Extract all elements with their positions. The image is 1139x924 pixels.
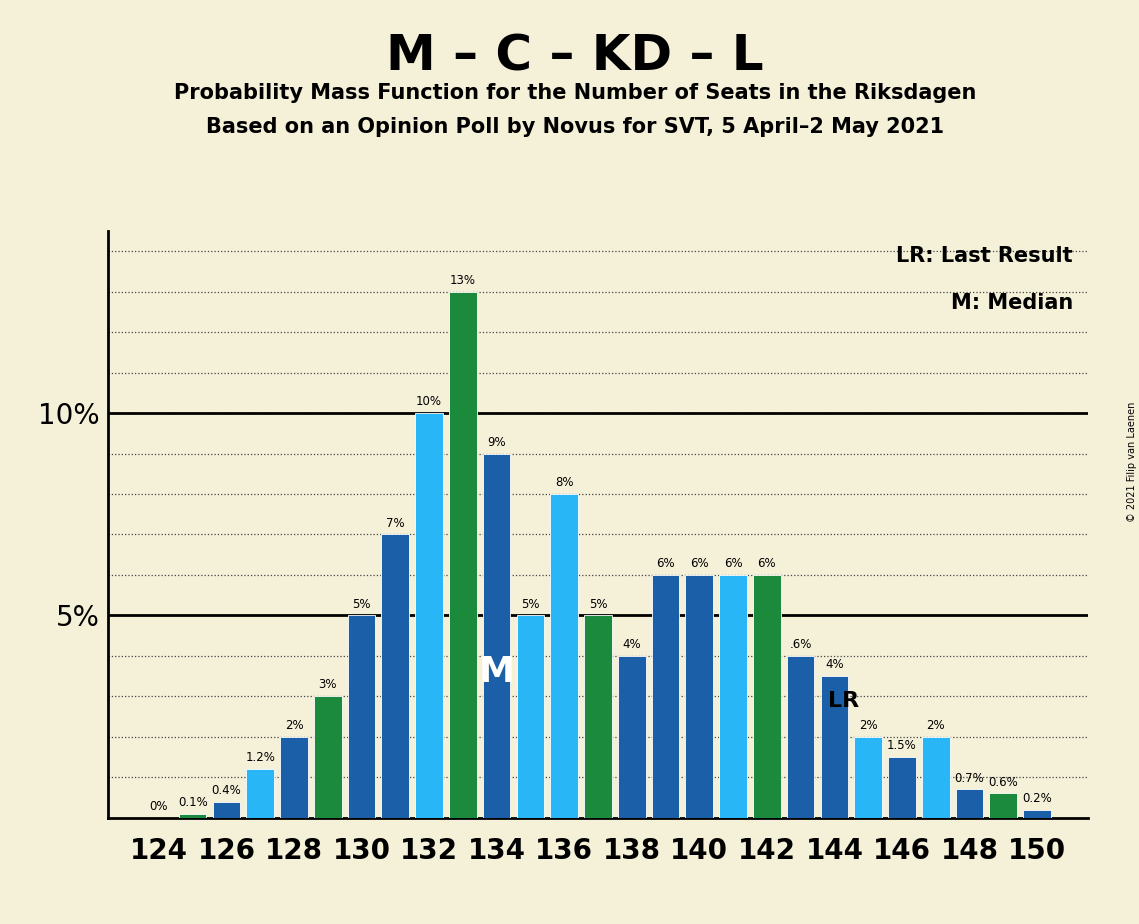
Bar — [449, 292, 477, 818]
Text: 6%: 6% — [690, 557, 708, 570]
Text: 6%: 6% — [656, 557, 674, 570]
Bar — [416, 413, 443, 818]
Bar — [787, 656, 814, 818]
Text: 2%: 2% — [926, 719, 945, 732]
Bar — [686, 575, 713, 818]
Text: 8%: 8% — [555, 476, 573, 489]
Text: 3%: 3% — [319, 678, 337, 691]
Text: 13%: 13% — [450, 274, 476, 286]
Text: .6%: .6% — [789, 638, 812, 651]
Text: M: M — [478, 655, 515, 689]
Bar — [990, 794, 1017, 818]
Bar — [246, 769, 274, 818]
Bar — [314, 697, 342, 818]
Bar — [280, 736, 308, 818]
Bar — [652, 575, 679, 818]
Text: 5%: 5% — [589, 598, 607, 611]
Text: 4%: 4% — [622, 638, 641, 651]
Bar — [719, 575, 747, 818]
Text: Probability Mass Function for the Number of Seats in the Riksdagen: Probability Mass Function for the Number… — [174, 83, 976, 103]
Text: M: Median: M: Median — [951, 293, 1073, 312]
Text: 0.1%: 0.1% — [178, 796, 207, 808]
Bar — [584, 615, 612, 818]
Text: 2%: 2% — [285, 719, 303, 732]
Bar — [179, 814, 206, 818]
Bar — [1023, 809, 1051, 818]
Bar — [382, 534, 409, 818]
Text: 6%: 6% — [757, 557, 776, 570]
Text: 9%: 9% — [487, 436, 506, 449]
Text: 1.5%: 1.5% — [887, 739, 917, 752]
Bar — [888, 757, 916, 818]
Text: LR: LR — [828, 691, 859, 711]
Text: 0.4%: 0.4% — [212, 784, 241, 796]
Text: 5%: 5% — [522, 598, 540, 611]
Bar — [854, 736, 882, 818]
Bar — [483, 454, 510, 818]
Text: 0%: 0% — [149, 800, 169, 813]
Bar — [550, 494, 579, 818]
Text: 7%: 7% — [386, 517, 404, 529]
Text: 4%: 4% — [825, 658, 844, 671]
Text: 0.7%: 0.7% — [954, 772, 984, 784]
Bar — [753, 575, 780, 818]
Bar — [956, 789, 983, 818]
Bar — [213, 801, 240, 818]
Bar — [921, 736, 950, 818]
Text: 6%: 6% — [723, 557, 743, 570]
Text: 1.2%: 1.2% — [245, 751, 276, 764]
Text: 0.6%: 0.6% — [989, 775, 1018, 788]
Text: 0.2%: 0.2% — [1022, 792, 1052, 805]
Text: M – C – KD – L: M – C – KD – L — [386, 32, 764, 80]
Text: 10%: 10% — [416, 395, 442, 408]
Bar — [517, 615, 544, 818]
Text: 2%: 2% — [859, 719, 877, 732]
Bar — [347, 615, 376, 818]
Text: 5%: 5% — [352, 598, 371, 611]
Text: LR: Last Result: LR: Last Result — [896, 246, 1073, 266]
Bar — [617, 656, 646, 818]
Text: Based on an Opinion Poll by Novus for SVT, 5 April–2 May 2021: Based on an Opinion Poll by Novus for SV… — [206, 117, 944, 138]
Text: © 2021 Filip van Laenen: © 2021 Filip van Laenen — [1128, 402, 1137, 522]
Bar — [820, 676, 849, 818]
